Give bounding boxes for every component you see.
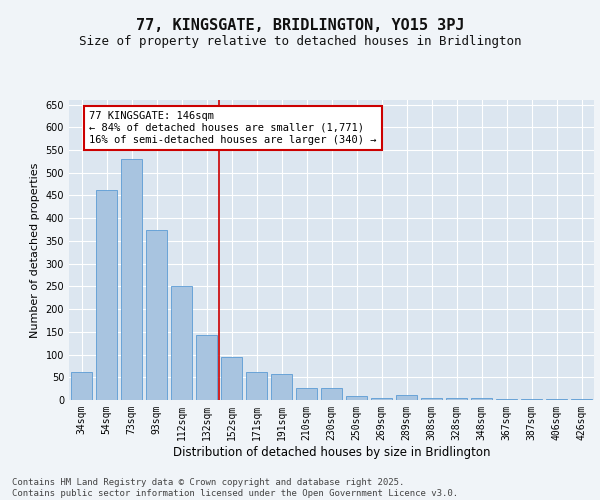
- Bar: [496, 399, 517, 400]
- X-axis label: Distribution of detached houses by size in Bridlington: Distribution of detached houses by size …: [173, 446, 490, 458]
- Bar: [271, 374, 292, 400]
- Bar: [421, 398, 442, 400]
- Text: Contains HM Land Registry data © Crown copyright and database right 2025.
Contai: Contains HM Land Registry data © Crown c…: [12, 478, 458, 498]
- Text: 77 KINGSGATE: 146sqm
← 84% of detached houses are smaller (1,771)
16% of semi-de: 77 KINGSGATE: 146sqm ← 84% of detached h…: [89, 112, 377, 144]
- Bar: [121, 159, 142, 400]
- Bar: [571, 399, 592, 400]
- Bar: [196, 336, 217, 400]
- Bar: [296, 388, 317, 400]
- Bar: [96, 190, 117, 400]
- Bar: [446, 398, 467, 400]
- Bar: [171, 286, 192, 400]
- Bar: [146, 230, 167, 400]
- Y-axis label: Number of detached properties: Number of detached properties: [30, 162, 40, 338]
- Bar: [521, 398, 542, 400]
- Bar: [321, 388, 342, 400]
- Bar: [71, 372, 92, 400]
- Bar: [546, 399, 567, 400]
- Bar: [246, 372, 267, 400]
- Text: 77, KINGSGATE, BRIDLINGTON, YO15 3PJ: 77, KINGSGATE, BRIDLINGTON, YO15 3PJ: [136, 18, 464, 32]
- Bar: [346, 396, 367, 400]
- Bar: [221, 357, 242, 400]
- Bar: [396, 396, 417, 400]
- Bar: [371, 398, 392, 400]
- Text: Size of property relative to detached houses in Bridlington: Size of property relative to detached ho…: [79, 35, 521, 48]
- Bar: [471, 398, 492, 400]
